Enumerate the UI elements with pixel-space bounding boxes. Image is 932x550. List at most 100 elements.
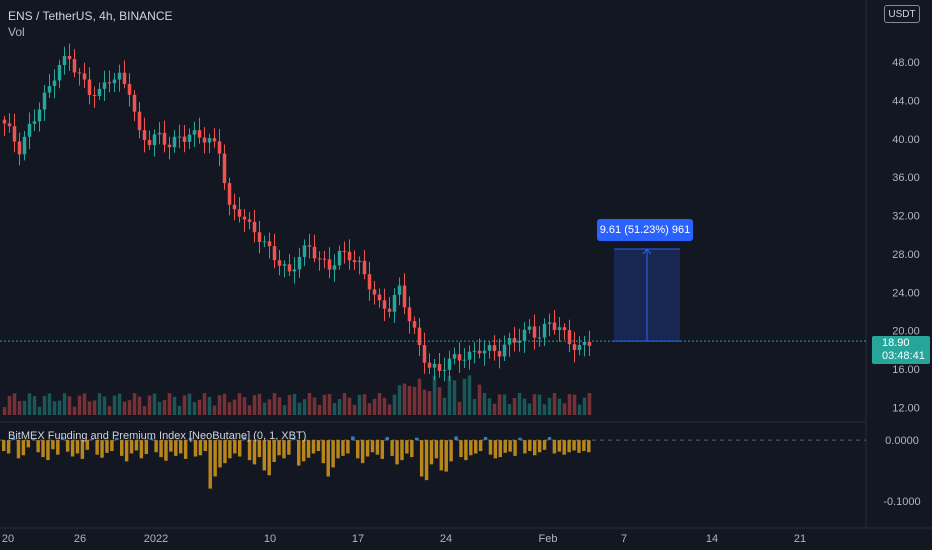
volume-bar	[417, 378, 422, 415]
candle-body	[162, 132, 167, 145]
candle-body	[287, 264, 292, 272]
volume-bar	[432, 375, 437, 415]
candle-body	[307, 245, 312, 247]
candle-body	[512, 338, 517, 343]
candle-body	[557, 327, 562, 331]
candle-body	[32, 121, 37, 124]
funding-bar	[537, 440, 542, 453]
candle-body	[282, 264, 287, 266]
price-tick-label: 48.00	[892, 57, 920, 69]
candle-body	[152, 134, 157, 146]
candle-body	[187, 134, 192, 142]
volume-bar	[107, 406, 112, 415]
candle-body	[312, 246, 317, 259]
candle-body	[142, 130, 147, 141]
funding-bar	[498, 440, 503, 458]
volume-bar	[227, 402, 232, 415]
volume-bar	[162, 399, 167, 415]
volume-bar	[342, 393, 347, 415]
volume-bar	[477, 384, 482, 415]
candle-body	[67, 56, 72, 60]
last-price-tag: 18.90 03:48:41	[872, 336, 930, 364]
candle-body	[182, 136, 187, 142]
candle-body	[432, 363, 437, 368]
funding-bar	[203, 440, 208, 452]
funding-bar	[46, 440, 50, 461]
candle-body	[582, 342, 587, 345]
funding-bar	[247, 440, 252, 461]
candle-body	[342, 250, 347, 252]
funding-bar	[360, 440, 365, 464]
candle-body	[397, 285, 402, 295]
funding-bar	[282, 440, 286, 459]
funding-bar	[419, 440, 424, 477]
funding-bar	[198, 440, 203, 456]
indicator-title[interactable]: BitMEX Funding and Premium Index [NeoBut…	[8, 430, 307, 442]
funding-bar	[528, 440, 532, 452]
funding-bar	[56, 440, 60, 455]
volume-bar	[347, 397, 352, 415]
funding-bar	[508, 440, 512, 452]
funding-bar	[208, 440, 212, 489]
volume-bar	[552, 393, 557, 415]
candle-body	[402, 285, 407, 308]
volume-bar	[487, 398, 492, 415]
volume-bar	[322, 394, 327, 415]
volume-bar	[167, 393, 172, 415]
volume-bar	[17, 401, 22, 415]
currency-button[interactable]: USDT	[884, 5, 920, 23]
candle-body	[272, 246, 277, 261]
funding-bar	[454, 436, 458, 441]
funding-bar	[120, 440, 124, 456]
funding-bar	[238, 440, 242, 457]
price-tick-label: 20.00	[892, 326, 920, 338]
funding-bar	[449, 440, 453, 462]
volume-bar	[147, 395, 152, 415]
time-tick-label: 24	[440, 533, 452, 545]
volume-bar	[382, 397, 387, 415]
volume-bar	[587, 393, 592, 415]
time-tick-label: Feb	[539, 533, 558, 545]
funding-bar	[493, 440, 498, 459]
funding-bar	[110, 440, 114, 452]
funding-bar	[164, 440, 168, 461]
candle-body	[127, 84, 132, 95]
candle-body	[412, 321, 417, 328]
candle-body	[527, 326, 532, 330]
volume-bar	[307, 393, 312, 415]
funding-bar	[242, 437, 247, 441]
volume-bar	[427, 390, 432, 415]
candle-body	[237, 209, 242, 217]
candle-body	[27, 123, 32, 137]
price-tick-label: 40.00	[892, 134, 920, 146]
funding-bar	[80, 440, 85, 459]
funding-bar	[188, 437, 193, 441]
volume-bar	[467, 375, 472, 415]
volume-label[interactable]: Vol	[8, 25, 25, 39]
volume-bar	[37, 406, 42, 415]
symbol-title[interactable]: ENS / TetherUS, 4h, BINANCE	[8, 9, 173, 23]
time-tick-label: 10	[264, 533, 276, 545]
volume-bar	[42, 395, 47, 415]
funding-bar	[183, 440, 188, 459]
candle-body	[327, 259, 332, 270]
candle-body	[222, 153, 227, 184]
volume-bar	[182, 395, 187, 415]
funding-bar	[11, 437, 16, 441]
measure-arrow-head	[642, 248, 652, 255]
candle-body	[522, 329, 527, 341]
volume-bar	[127, 400, 132, 415]
price-tick-label: 16.00	[892, 364, 920, 376]
volume-bar	[152, 393, 157, 415]
candle-body	[57, 64, 62, 81]
funding-bar	[85, 440, 90, 450]
candle-body	[242, 216, 247, 220]
candle-body	[347, 251, 352, 261]
funding-bar	[257, 440, 262, 458]
candle-body	[567, 330, 572, 345]
funding-bar	[326, 440, 330, 477]
volume-bar	[137, 396, 142, 415]
volume-bar	[82, 393, 87, 415]
candle-body	[207, 138, 212, 143]
